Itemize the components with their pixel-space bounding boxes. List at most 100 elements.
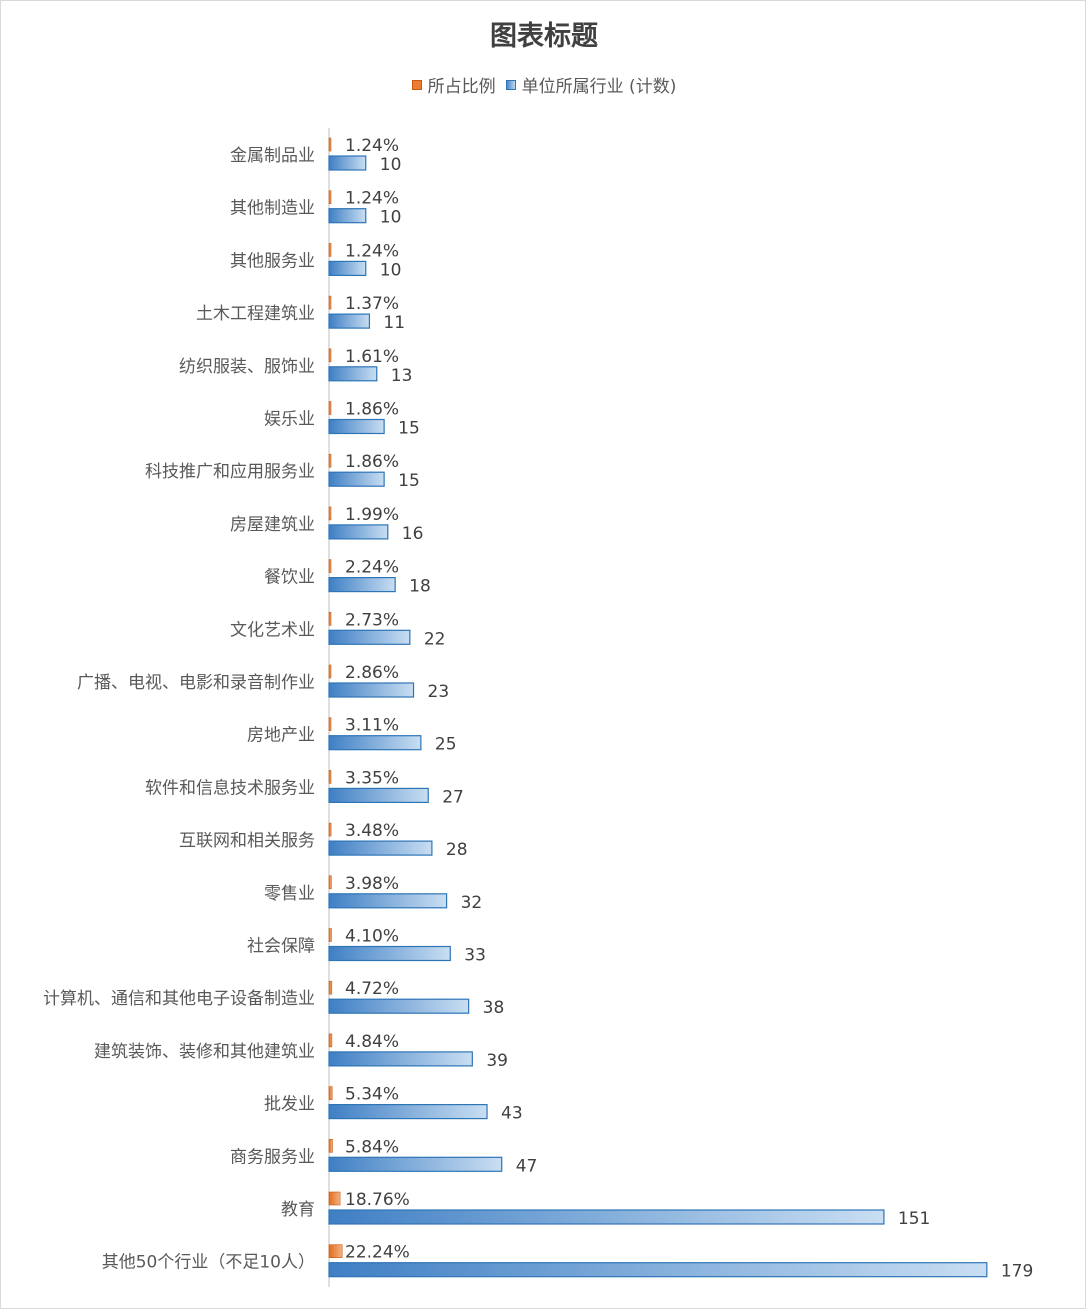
count-data-label: 179 xyxy=(1001,1262,1033,1282)
ratio-data-label: 4.84% xyxy=(345,1032,399,1052)
category-label: 广播、电视、电影和录音制作业 xyxy=(77,673,315,693)
ratio-data-label: 2.24% xyxy=(345,558,399,578)
count-data-label: 28 xyxy=(446,840,468,860)
ratio-bar xyxy=(328,770,332,784)
ratio-bar xyxy=(328,717,332,732)
category-label: 科技推广和应用服务业 xyxy=(145,462,315,482)
count-bar xyxy=(328,1051,473,1067)
category-label: 软件和信息技术服务业 xyxy=(145,778,315,798)
count-data-label: 43 xyxy=(501,1104,523,1124)
category-label: 批发业 xyxy=(264,1095,315,1115)
category-label: 纺织服装、服饰业 xyxy=(179,357,315,377)
ratio-data-label: 3.48% xyxy=(345,821,399,841)
ratio-bar xyxy=(328,243,332,257)
ratio-data-label: 5.84% xyxy=(345,1137,399,1157)
count-data-label: 47 xyxy=(516,1156,538,1176)
ratio-data-label: 1.24% xyxy=(345,189,399,209)
ratio-data-label: 5.34% xyxy=(345,1085,399,1105)
category-label: 其他服务业 xyxy=(230,251,315,271)
count-bar xyxy=(328,418,385,435)
count-data-label: 15 xyxy=(398,419,420,439)
ratio-data-label: 3.11% xyxy=(345,716,399,736)
count-bar xyxy=(328,1209,885,1225)
count-bar xyxy=(328,945,451,962)
ratio-data-label: 22.24% xyxy=(345,1243,410,1263)
ratio-data-label: 1.86% xyxy=(345,400,399,420)
count-bar xyxy=(328,524,389,540)
count-bar xyxy=(328,366,378,382)
count-bar xyxy=(328,629,411,645)
count-data-label: 33 xyxy=(464,946,486,966)
legend-swatch-ratio xyxy=(411,79,422,90)
ratio-data-label: 3.35% xyxy=(345,768,399,788)
ratio-bar xyxy=(328,980,333,995)
count-bar xyxy=(328,576,396,593)
ratio-bar xyxy=(328,348,332,363)
legend-item-count: 单位所属行业 (计数) xyxy=(505,72,677,97)
count-bar xyxy=(328,998,470,1014)
count-bar xyxy=(328,787,429,804)
count-data-label: 18 xyxy=(409,577,431,597)
ratio-bar xyxy=(328,1139,333,1153)
ratio-bar xyxy=(328,401,332,415)
category-label: 房屋建筑业 xyxy=(230,515,315,535)
count-data-label: 32 xyxy=(461,893,483,913)
count-bar xyxy=(328,893,448,909)
ratio-data-label: 4.72% xyxy=(345,979,399,999)
ratio-bar xyxy=(328,559,332,573)
count-bar xyxy=(328,260,367,276)
ratio-bar xyxy=(328,190,332,204)
count-bar xyxy=(328,471,385,487)
count-bar xyxy=(328,313,371,329)
category-label: 社会保障 xyxy=(247,937,315,957)
category-label: 房地产业 xyxy=(247,726,315,746)
ratio-bar xyxy=(328,611,332,626)
count-data-label: 10 xyxy=(380,208,402,228)
category-label: 文化艺术业 xyxy=(230,620,315,640)
ratio-bar xyxy=(328,295,332,310)
count-bar xyxy=(328,1103,488,1120)
count-bar xyxy=(328,682,415,698)
count-data-label: 10 xyxy=(380,260,402,280)
ratio-data-label: 1.24% xyxy=(345,136,399,156)
count-bar xyxy=(328,155,367,171)
category-label: 计算机、通信和其他电子设备制造业 xyxy=(43,989,315,1009)
count-data-label: 11 xyxy=(383,313,405,333)
legend-label-count: 单位所属行业 (计数) xyxy=(521,77,677,97)
ratio-bar xyxy=(328,1191,341,1206)
ratio-data-label: 4.10% xyxy=(345,927,399,947)
count-data-label: 151 xyxy=(898,1209,930,1229)
ratio-bar xyxy=(328,137,332,152)
count-data-label: 15 xyxy=(398,471,420,491)
count-data-label: 39 xyxy=(486,1051,508,1071)
ratio-bar xyxy=(328,506,332,521)
count-data-label: 16 xyxy=(402,524,424,544)
count-data-label: 10 xyxy=(380,155,402,175)
count-data-label: 23 xyxy=(428,682,450,702)
count-bar xyxy=(328,840,433,856)
ratio-bar xyxy=(328,453,332,468)
category-label: 土木工程建筑业 xyxy=(196,304,315,324)
count-data-label: 13 xyxy=(391,366,413,386)
ratio-data-label: 2.86% xyxy=(345,663,399,683)
count-bar xyxy=(328,1156,503,1172)
count-bar xyxy=(328,208,367,224)
count-data-label: 27 xyxy=(442,787,464,807)
ratio-data-label: 1.24% xyxy=(345,241,399,261)
category-label: 零售业 xyxy=(264,884,315,904)
category-label: 教育 xyxy=(281,1200,315,1220)
count-data-label: 22 xyxy=(424,629,446,649)
chart-legend: 所占比例 单位所属行业 (计数) xyxy=(0,72,1088,97)
category-label: 其他制造业 xyxy=(230,199,315,219)
category-label: 商务服务业 xyxy=(230,1147,315,1167)
ratio-data-label: 1.99% xyxy=(345,505,399,525)
ratio-data-label: 1.37% xyxy=(345,294,399,314)
count-data-label: 25 xyxy=(435,735,457,755)
ratio-data-label: 2.73% xyxy=(345,610,399,630)
ratio-bar xyxy=(328,822,332,837)
ratio-bar xyxy=(328,1086,333,1100)
ratio-bar xyxy=(328,1244,343,1258)
ratio-data-label: 3.98% xyxy=(345,874,399,894)
